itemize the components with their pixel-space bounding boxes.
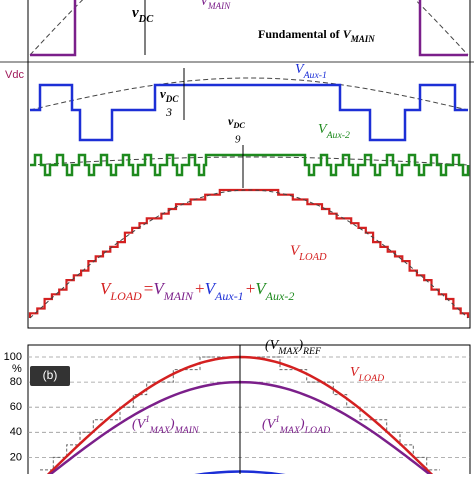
fundamental-label: Fundamental of VMAIN [258, 27, 375, 44]
subscript: LOAD [304, 425, 331, 436]
text-part: ) [169, 417, 175, 432]
text-part: ) [299, 417, 305, 432]
subscript: DC [138, 14, 155, 25]
equation: VLOAD =VMAIN +VAux-1 +VAux-2 [100, 279, 294, 303]
y-tick-label: 80 [10, 376, 22, 388]
load-fund-label: (V1MAX)LOAD [262, 414, 330, 436]
subscript: Aux-1 [214, 289, 244, 303]
text-part: V [295, 62, 305, 77]
unit: % [12, 363, 22, 375]
subscript: DC [165, 94, 180, 104]
ref-label: (VMAX)REF [265, 338, 322, 357]
text-part: V [290, 243, 301, 259]
subscript: Aux-2 [265, 289, 295, 303]
load-b-label: VLOAD [350, 365, 384, 384]
subscript: MAX [149, 425, 171, 436]
aux2-label: VAux-2 [318, 122, 350, 141]
subscript: MAX [277, 346, 299, 357]
text-part: 1 [275, 414, 280, 424]
aux1-label: VAux-1 [295, 62, 327, 81]
denominator: 3 [165, 105, 172, 119]
vdc-side: Vdc [5, 69, 24, 81]
subscript: DC [232, 121, 245, 130]
fundamental-aux2 [29, 156, 469, 166]
denominator: 9 [235, 134, 241, 146]
panel-a-frame [27, 0, 471, 329]
vdc-label: vDC [132, 5, 154, 24]
fundamental-main [29, 0, 469, 56]
main-label: VMAIN [200, 0, 231, 11]
panel-label: (b) [43, 368, 58, 382]
aux1-wave [30, 83, 468, 142]
subscript: MAIN [163, 289, 194, 303]
panel-b-frame [27, 344, 471, 479]
fundamental-aux1 [29, 77, 469, 111]
load-wave [28, 188, 470, 318]
operator: = [144, 279, 154, 298]
y-tick-label: 60 [10, 401, 22, 413]
subscript: MAIN [207, 1, 231, 11]
text-part: V [100, 279, 113, 298]
aux2-step: vDC [228, 114, 245, 131]
main-wave [30, 0, 468, 57]
text-part: (V [265, 338, 280, 353]
operator: + [195, 279, 205, 298]
subscript: LOAD [358, 373, 385, 384]
text-part: V [255, 279, 268, 298]
text-part: 1 [145, 414, 150, 424]
y-tick-label: 20 [10, 451, 22, 463]
text-part: V [153, 279, 166, 298]
text-part: V [343, 27, 352, 41]
text-part: V [205, 279, 218, 298]
y-tick-label: 40 [10, 426, 22, 438]
load-label: VLOAD [290, 243, 327, 262]
subscript: MAIN [350, 34, 376, 44]
text-part: v [228, 114, 234, 128]
text-part: V [350, 365, 360, 380]
text-part: (V [262, 417, 277, 432]
subscript: REF [302, 346, 322, 357]
subscript: Aux-1 [303, 70, 327, 81]
text-part: v [132, 5, 139, 21]
subscript: Aux-2 [326, 130, 350, 141]
text-part: (V [132, 417, 147, 432]
subscript: LOAD [109, 289, 142, 303]
text-part: V [200, 0, 210, 8]
aux2-wave [30, 153, 470, 177]
main-b-label: (V1MAX)MAIN [132, 414, 199, 436]
subscript: LOAD [298, 252, 327, 263]
text-part: ) [297, 338, 303, 353]
subscript: MAX [279, 425, 301, 436]
fundamental-load [29, 189, 469, 319]
aux1-step: vDC [160, 86, 179, 104]
y-tick-label: 100 [4, 351, 22, 363]
text-part: v [160, 86, 166, 101]
operator: + [246, 279, 256, 298]
label-box [30, 366, 70, 386]
text-part: Fundamental of [258, 27, 343, 41]
subscript: MAIN [174, 425, 199, 436]
text-part: V [318, 122, 328, 137]
